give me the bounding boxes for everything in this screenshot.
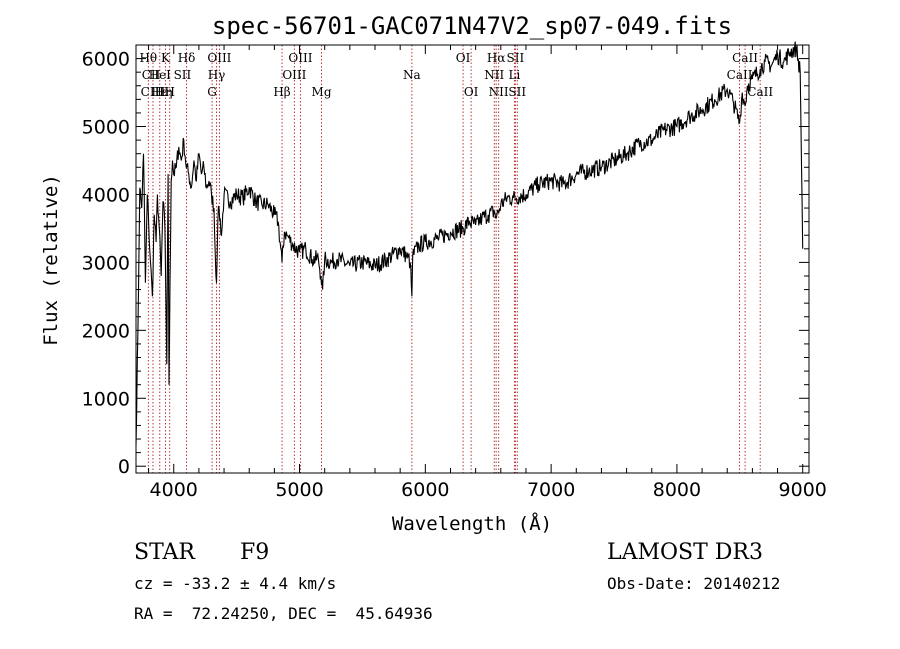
marker-label-27: CaII [727,68,753,82]
y-tick-label: 1000 [82,388,130,410]
marker-label-15: OIII [282,68,306,82]
marker-label-16: Mg [312,85,332,99]
marker-label-21: SII [507,51,525,65]
emission-line-markers [147,45,761,473]
x-tick-label: 5000 [275,479,323,501]
x-axis-ticks: 4000 5000 6000 7000 8000 9000 [148,45,827,501]
marker-label-0: Hθ [139,51,157,65]
marker-label-18: OI [456,51,471,65]
marker-label-25: SII [508,85,526,99]
marker-label-5: HeI [149,68,172,82]
marker-label-14: OIII [288,51,312,65]
marker-label-17: Na [403,68,421,82]
y-tick-label: 4000 [82,184,130,206]
spectral-subclass: F9 [240,540,270,565]
spectrum-line [135,41,804,446]
marker-label-7: H [164,85,174,99]
marker-label-23: Li [508,68,520,82]
plot-frame [135,44,810,474]
marker-label-3: Hε [151,85,168,99]
marker-label-10: OIII [207,51,231,65]
marker-label-11: Hγ [208,68,226,82]
x-tick-label: 4000 [150,479,198,501]
chart-title: spec-56701-GAC071N47V2_sp07-049.fits [212,12,732,40]
y-tick-label: 2000 [82,320,130,342]
marker-label-13: Hβ [273,85,290,99]
x-tick-label: 8000 [653,479,701,501]
x-tick-label: 9000 [779,479,827,501]
marker-label-12: G [207,85,217,99]
survey-name: LAMOST DR3 [607,540,763,565]
x-tick-label: 6000 [401,479,449,501]
coordinates: RA = 72.24250, DEC = 45.64936 [134,604,433,623]
marker-label-28: CaII [747,85,773,99]
y-tick-label: 5000 [82,117,130,139]
redshift-readout: cz = -33.2 ± 4.4 km/s [134,574,337,593]
marker-label-24: NII [489,85,509,99]
x-axis-label: Wavelength (Å) [392,512,552,535]
marker-label-4: K [161,51,171,65]
marker-label-20: Hα [487,51,506,65]
marker-label-9: SII [174,68,192,82]
y-tick-label: 0 [118,456,130,478]
y-axis-label: Flux (relative) [40,174,62,346]
marker-label-22: NII [484,68,504,82]
y-axis-ticks: 0 1000 2000 3000 4000 5000 6000 [82,49,809,478]
x-tick-label: 7000 [527,479,575,501]
obs-date: Obs-Date: 20140212 [607,574,781,593]
marker-label-6: Hη [155,85,173,99]
y-tick-label: 6000 [82,49,130,71]
object-class: STAR [134,540,195,565]
marker-label-8: Hδ [178,51,196,65]
marker-label-2: CIII [141,85,165,99]
marker-label-26: CaII [732,51,758,65]
marker-label-1: CII [142,68,161,82]
marker-label-19: OI [464,85,479,99]
y-tick-label: 3000 [82,252,130,274]
spectrum-chart: spec-56701-GAC071N47V2_sp07-049.fits Hθ C… [40,12,827,535]
